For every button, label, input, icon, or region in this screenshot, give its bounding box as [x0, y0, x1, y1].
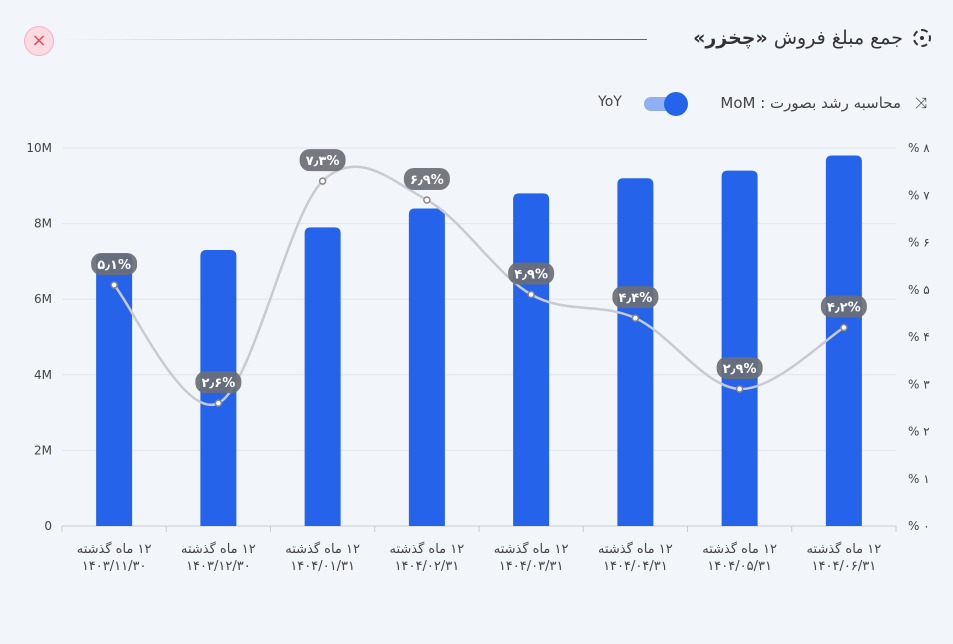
right-tick-label: % ۲ [908, 425, 930, 439]
x-axis-label: ۱۲ ماه گذشته [494, 541, 569, 557]
growth-mode-label: محاسبه رشد بصورت : MoM [720, 94, 901, 112]
mom-label: MoM [720, 94, 756, 112]
yoy-label: YoY [598, 94, 622, 110]
x-axis-label: ۱۴۰۴/۰۴/۳۱ [603, 559, 668, 574]
x-axis-label: ۱۲ ماه گذشته [285, 541, 360, 557]
growth-point [735, 385, 744, 393]
growth-badge [612, 286, 659, 309]
growth-badge [820, 295, 867, 318]
growth-badge-label: ۵٫۱% [97, 258, 131, 273]
right-tick-label: % ۸ [908, 141, 930, 155]
x-axis-label: ۱۲ ماه گذشته [389, 541, 464, 557]
growth-point [318, 177, 327, 185]
trend-arrows-icon: ⤨ [914, 94, 927, 112]
left-tick-label: 2M [34, 443, 52, 457]
growth-badge-label: ۴٫۴% [618, 291, 652, 306]
growth-badge-label: ۴٫۲% [827, 301, 861, 316]
growth-badge-label: ۴٫۹% [514, 267, 548, 282]
growth-point [214, 399, 223, 407]
growth-point [631, 314, 640, 322]
toggle-knob[interactable] [664, 92, 688, 116]
right-tick-label: % ۷ [908, 188, 930, 202]
growth-point [110, 281, 118, 289]
right-tick-label: % ۱ [908, 472, 930, 486]
x-axis-label: ۱۲ ماه گذشته [806, 541, 881, 557]
x-axis-label: ۱۲ ماه گذشته [598, 541, 673, 557]
right-tick-label: % ۵ [908, 283, 930, 297]
header-divider [62, 39, 647, 40]
left-tick-label: 8M [34, 217, 52, 231]
growth-mode-toggle[interactable] [644, 92, 688, 116]
dotted-circle-icon [913, 29, 931, 47]
x-axis-label: ۱۲ ماه گذشته [181, 541, 256, 557]
growth-badge-label: ۲٫۹% [723, 362, 757, 377]
x-axis-label: ۱۲ ماه گذشته [702, 541, 777, 557]
x-axis-label: ۱۴۰۴/۰۶/۳۱ [812, 559, 877, 574]
growth-badge [195, 371, 242, 394]
left-tick-label: 4M [34, 368, 52, 382]
x-axis-label: ۱۲ ماه گذشته [77, 541, 152, 557]
right-tick-label: % ۴ [908, 330, 930, 344]
growth-badge-label: ۲٫۶% [201, 376, 235, 391]
growth-label: محاسبه رشد بصورت : [760, 94, 901, 112]
growth-badge [716, 356, 763, 379]
x-axis-label: ۱۴۰۴/۰۲/۳۱ [395, 559, 460, 574]
growth-line [113, 165, 845, 407]
growth-point [527, 290, 535, 299]
growth-badge-label: ۶٫۹% [410, 173, 444, 188]
growth-badge [403, 167, 450, 190]
growth-point [423, 196, 431, 204]
page-title: جمع مبلغ فروش «چخزر» [693, 27, 903, 49]
left-tick-label: 10M [26, 141, 52, 155]
sales-bar [721, 170, 758, 526]
sales-bar [513, 193, 550, 527]
right-tick-label: % ۶ [908, 236, 930, 250]
growth-point [840, 323, 848, 332]
left-tick-label: 6M [34, 292, 52, 306]
x-axis-label: ۱۴۰۳/۱۱/۳۰ [82, 559, 147, 574]
right-tick-label: % ۳ [908, 377, 930, 391]
left-tick-label: 0 [44, 519, 52, 533]
sales-bar [825, 155, 862, 526]
sales-bar [96, 253, 133, 526]
x-axis-label: ۱۴۰۴/۰۳/۳۱ [499, 559, 564, 574]
x-axis-label: ۱۴۰۴/۰۱/۳۱ [290, 559, 355, 574]
x-axis-label: ۱۴۰۴/۰۵/۳۱ [707, 559, 772, 574]
growth-badge [299, 149, 346, 172]
growth-badge [508, 262, 555, 285]
growth-badge-label: ۷٫۳% [306, 154, 340, 169]
title-name: «چخزر» [693, 27, 768, 49]
sales-bar [617, 178, 654, 527]
x-axis-label: ۱۴۰۳/۱۲/۳۰ [186, 559, 251, 574]
right-tick-label: % ۰ [908, 519, 930, 533]
sales-bar [408, 208, 445, 527]
sales-bar [304, 227, 341, 526]
growth-badge [91, 253, 138, 276]
title-prefix: جمع مبلغ فروش [773, 27, 903, 49]
close-button[interactable]: × [24, 26, 54, 56]
